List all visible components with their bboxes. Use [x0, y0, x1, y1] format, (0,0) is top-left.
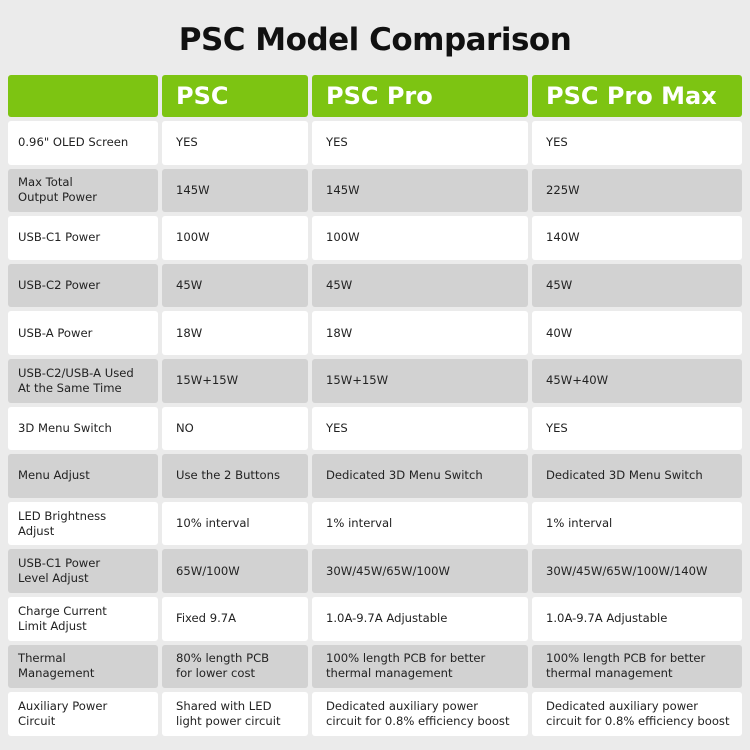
table-cell: 1% interval	[532, 501, 742, 546]
table-cell: 30W/45W/65W/100W	[312, 549, 528, 593]
row-label: USB-C2/USB-A Used At the Same Time	[8, 358, 158, 403]
table-cell: YES	[532, 406, 742, 451]
table-cell: 145W	[312, 168, 528, 213]
row-label: Auxiliary Power Circuit	[8, 692, 158, 736]
table-cell: 100% length PCB for better thermal manag…	[312, 644, 528, 689]
table-cell: 45W	[532, 263, 742, 308]
table-cell: Dedicated 3D Menu Switch	[532, 454, 742, 498]
row-label: USB-A Power	[8, 311, 158, 355]
table-cell: 1.0A-9.7A Adjustable	[532, 596, 742, 641]
row-label: Thermal Management	[8, 644, 158, 689]
column-header: PSC Pro Max	[532, 75, 742, 117]
table-cell: 65W/100W	[162, 549, 308, 593]
table-cell: Use the 2 Buttons	[162, 454, 308, 498]
table-cell: 15W+15W	[162, 358, 308, 403]
table-cell: 1% interval	[312, 501, 528, 546]
header-corner	[8, 75, 158, 117]
table-cell: 80% length PCB for lower cost	[162, 644, 308, 689]
comparison-table: PSC PSC Pro PSC Pro Max 0.96" OLED Screen YE…	[8, 75, 742, 736]
table-cell: 15W+15W	[312, 358, 528, 403]
table-cell: 145W	[162, 168, 308, 213]
table-cell: 100W	[312, 216, 528, 260]
table-cell: 45W	[312, 263, 528, 308]
column-header: PSC	[162, 75, 308, 117]
row-label: LED Brightness Adjust	[8, 501, 158, 546]
table-cell: 40W	[532, 311, 742, 355]
table-cell: 1.0A-9.7A Adjustable	[312, 596, 528, 641]
table-cell: 30W/45W/65W/100W/140W	[532, 549, 742, 593]
table-cell: 45W	[162, 263, 308, 308]
table-cell: 100% length PCB for better thermal manag…	[532, 644, 742, 689]
column-header: PSC Pro	[312, 75, 528, 117]
table-cell: Fixed 9.7A	[162, 596, 308, 641]
row-label: Menu Adjust	[8, 454, 158, 498]
table-cell: Dedicated auxiliary power circuit for 0.…	[312, 692, 528, 736]
table-cell: Dedicated auxiliary power circuit for 0.…	[532, 692, 742, 736]
row-label: Charge Current Limit Adjust	[8, 596, 158, 641]
table-cell: 225W	[532, 168, 742, 213]
table-cell: 100W	[162, 216, 308, 260]
table-cell: YES	[312, 406, 528, 451]
table-cell: 140W	[532, 216, 742, 260]
table-cell: 18W	[312, 311, 528, 355]
row-label: Max Total Output Power	[8, 168, 158, 213]
row-label: 3D Menu Switch	[8, 406, 158, 451]
row-label: USB-C2 Power	[8, 263, 158, 308]
table-cell: 10% interval	[162, 501, 308, 546]
table-cell: YES	[162, 121, 308, 165]
table-cell: YES	[532, 121, 742, 165]
table-cell: YES	[312, 121, 528, 165]
table-cell: Shared with LED light power circuit	[162, 692, 308, 736]
page-title: PSC Model Comparison	[178, 22, 572, 58]
row-label: USB-C1 Power Level Adjust	[8, 549, 158, 593]
table-cell: 45W+40W	[532, 358, 742, 403]
table-cell: Dedicated 3D Menu Switch	[312, 454, 528, 498]
row-label: 0.96" OLED Screen	[8, 121, 158, 165]
row-label: USB-C1 Power	[8, 216, 158, 260]
table-cell: 18W	[162, 311, 308, 355]
table-cell: NO	[162, 406, 308, 451]
